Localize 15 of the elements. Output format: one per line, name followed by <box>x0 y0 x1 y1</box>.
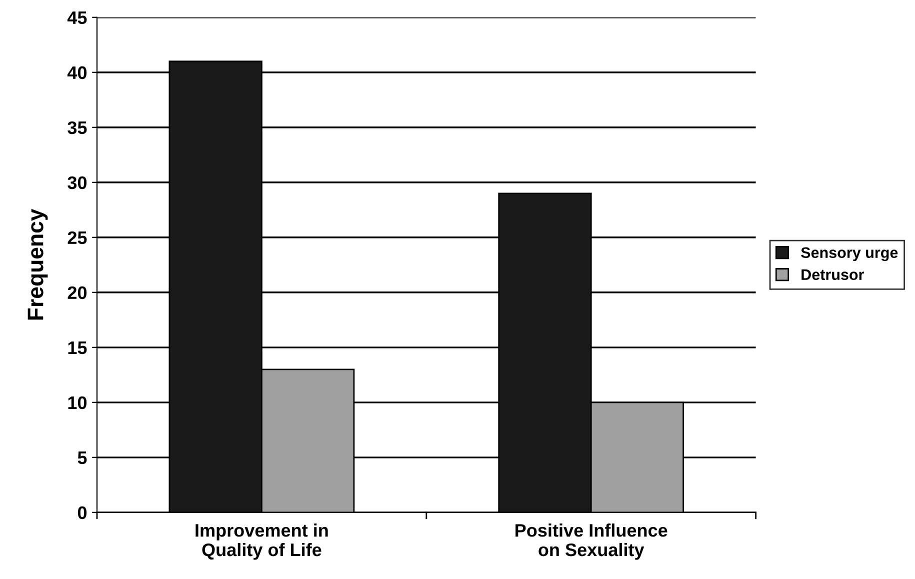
y-tick-label: 10 <box>68 396 87 410</box>
legend-label: Sensory urge <box>801 247 898 262</box>
y-tick-label: 40 <box>67 66 87 80</box>
y-tick-label: 30 <box>68 176 87 190</box>
y-tick-label: 20 <box>68 286 87 300</box>
y-tick-label: 0 <box>78 506 87 520</box>
y-tick-label: 5 <box>78 452 87 464</box>
y-tick-label: 45 <box>67 11 87 24</box>
y-tick-label: 35 <box>68 121 87 134</box>
legend-label: Detrusor <box>802 269 864 280</box>
y-axis-title: Frequency <box>28 208 48 320</box>
y-tick-label: 15 <box>68 342 87 354</box>
y-tick-label: 25 <box>68 231 87 244</box>
x-tick-label: Positive Influence on Sexuality <box>516 524 668 560</box>
x-tick-label: Improvement in Quality of Life <box>196 524 328 560</box>
